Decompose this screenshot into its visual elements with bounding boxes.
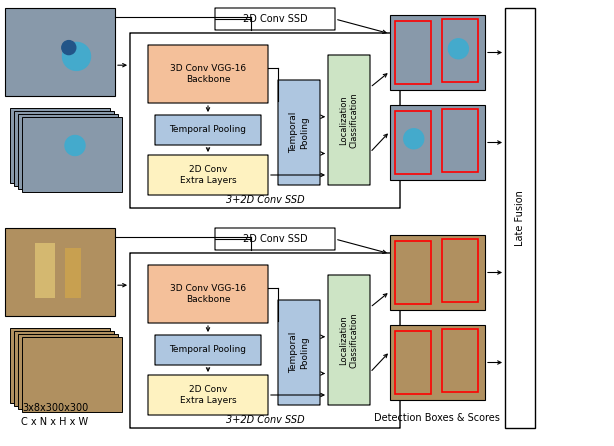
FancyBboxPatch shape xyxy=(130,33,400,208)
FancyBboxPatch shape xyxy=(148,375,268,415)
FancyBboxPatch shape xyxy=(155,335,261,365)
Bar xyxy=(390,235,485,310)
FancyBboxPatch shape xyxy=(148,265,268,323)
Bar xyxy=(395,331,431,394)
FancyBboxPatch shape xyxy=(130,253,400,428)
Bar xyxy=(65,248,81,298)
Bar xyxy=(390,105,485,180)
Circle shape xyxy=(448,39,468,59)
Bar xyxy=(22,337,122,412)
Bar xyxy=(5,8,115,96)
Text: Temporal
Pooling: Temporal Pooling xyxy=(289,112,309,153)
Text: 3+2D Conv SSD: 3+2D Conv SSD xyxy=(226,195,305,205)
Text: 3+2D Conv SSD: 3+2D Conv SSD xyxy=(226,415,305,425)
FancyBboxPatch shape xyxy=(215,8,335,30)
Text: 3D Conv VGG-16
Backbone: 3D Conv VGG-16 Backbone xyxy=(170,64,246,84)
Bar xyxy=(18,334,118,409)
FancyBboxPatch shape xyxy=(278,300,320,405)
Bar xyxy=(395,111,431,174)
Bar xyxy=(390,15,485,90)
Text: 2D Conv SSD: 2D Conv SSD xyxy=(243,14,308,24)
Circle shape xyxy=(65,136,85,156)
Bar xyxy=(10,108,110,183)
Text: Localization
Classification: Localization Classification xyxy=(340,312,359,368)
FancyBboxPatch shape xyxy=(215,228,335,250)
FancyBboxPatch shape xyxy=(148,155,268,195)
Text: 2D Conv SSD: 2D Conv SSD xyxy=(243,234,308,244)
Text: 3D Conv VGG-16
Backbone: 3D Conv VGG-16 Backbone xyxy=(170,284,246,304)
Bar xyxy=(442,239,478,302)
Circle shape xyxy=(62,41,76,54)
Bar xyxy=(442,109,478,172)
Text: 2D Conv
Extra Layers: 2D Conv Extra Layers xyxy=(180,385,236,405)
FancyBboxPatch shape xyxy=(155,115,261,145)
Bar xyxy=(18,114,118,189)
Bar xyxy=(390,325,485,400)
Text: C x N x H x W: C x N x H x W xyxy=(21,417,88,427)
Text: Temporal Pooling: Temporal Pooling xyxy=(169,125,246,135)
FancyBboxPatch shape xyxy=(328,55,370,185)
Circle shape xyxy=(63,42,90,70)
Bar xyxy=(505,8,535,428)
Text: 3x8x300x300: 3x8x300x300 xyxy=(22,403,88,413)
Bar xyxy=(5,228,115,316)
Bar xyxy=(14,111,114,186)
Text: Localization
Classification: Localization Classification xyxy=(340,92,359,148)
FancyBboxPatch shape xyxy=(328,275,370,405)
FancyBboxPatch shape xyxy=(278,80,320,185)
Text: Temporal
Pooling: Temporal Pooling xyxy=(289,332,309,373)
FancyBboxPatch shape xyxy=(148,45,268,103)
Bar xyxy=(395,241,431,304)
Text: Detection Boxes & Scores: Detection Boxes & Scores xyxy=(374,413,500,423)
Bar xyxy=(442,329,478,392)
Bar xyxy=(35,243,55,298)
Text: Late Fusion: Late Fusion xyxy=(515,190,525,246)
Bar xyxy=(22,117,122,192)
Bar xyxy=(10,328,110,403)
Circle shape xyxy=(404,129,424,149)
Text: Temporal Pooling: Temporal Pooling xyxy=(169,346,246,355)
Bar xyxy=(442,19,478,82)
Text: 2D Conv
Extra Layers: 2D Conv Extra Layers xyxy=(180,165,236,185)
Bar xyxy=(395,21,431,84)
Bar xyxy=(14,331,114,406)
